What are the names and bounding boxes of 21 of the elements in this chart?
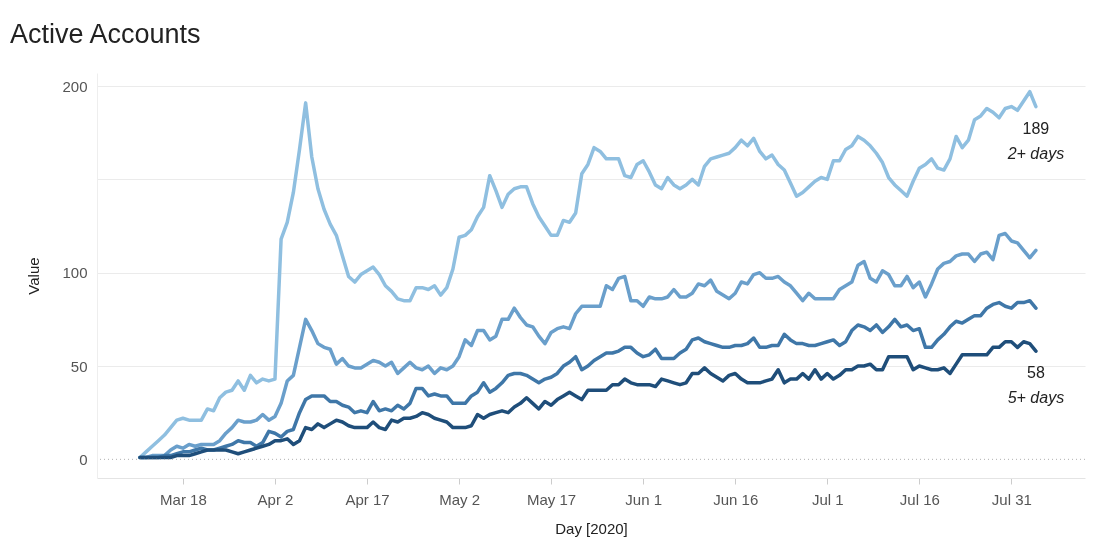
x-tick-label: Jul 1 [811,490,844,508]
x-axis-title: Day [2020] [555,519,628,537]
y-tick-label: 0 [79,450,88,468]
x-tick-label: Jul 16 [899,490,940,508]
y-tick-label: 200 [62,77,88,95]
x-tick-label: Jun 1 [625,490,663,508]
x-tick-label: Jun 16 [713,490,759,508]
x-tick-label: Apr 2 [257,490,294,508]
x-tick-label: May 17 [527,490,577,508]
chart-title: Active Accounts [10,19,201,49]
text: 5+ days [1007,389,1065,407]
x-tick-label: May 2 [439,490,480,508]
y-tick-label: 100 [62,264,88,282]
y-tick-label: 50 [70,357,88,375]
annotation: 58 [1027,364,1045,382]
x-tick-label: Mar 18 [160,490,207,508]
series-label: 2+ days [1006,144,1065,162]
annotation: 189 [1022,119,1050,137]
x-tick-label: Jul 31 [991,490,1032,508]
x-tick-label: Apr 17 [345,490,390,508]
y-axis-title: Value [25,257,43,295]
